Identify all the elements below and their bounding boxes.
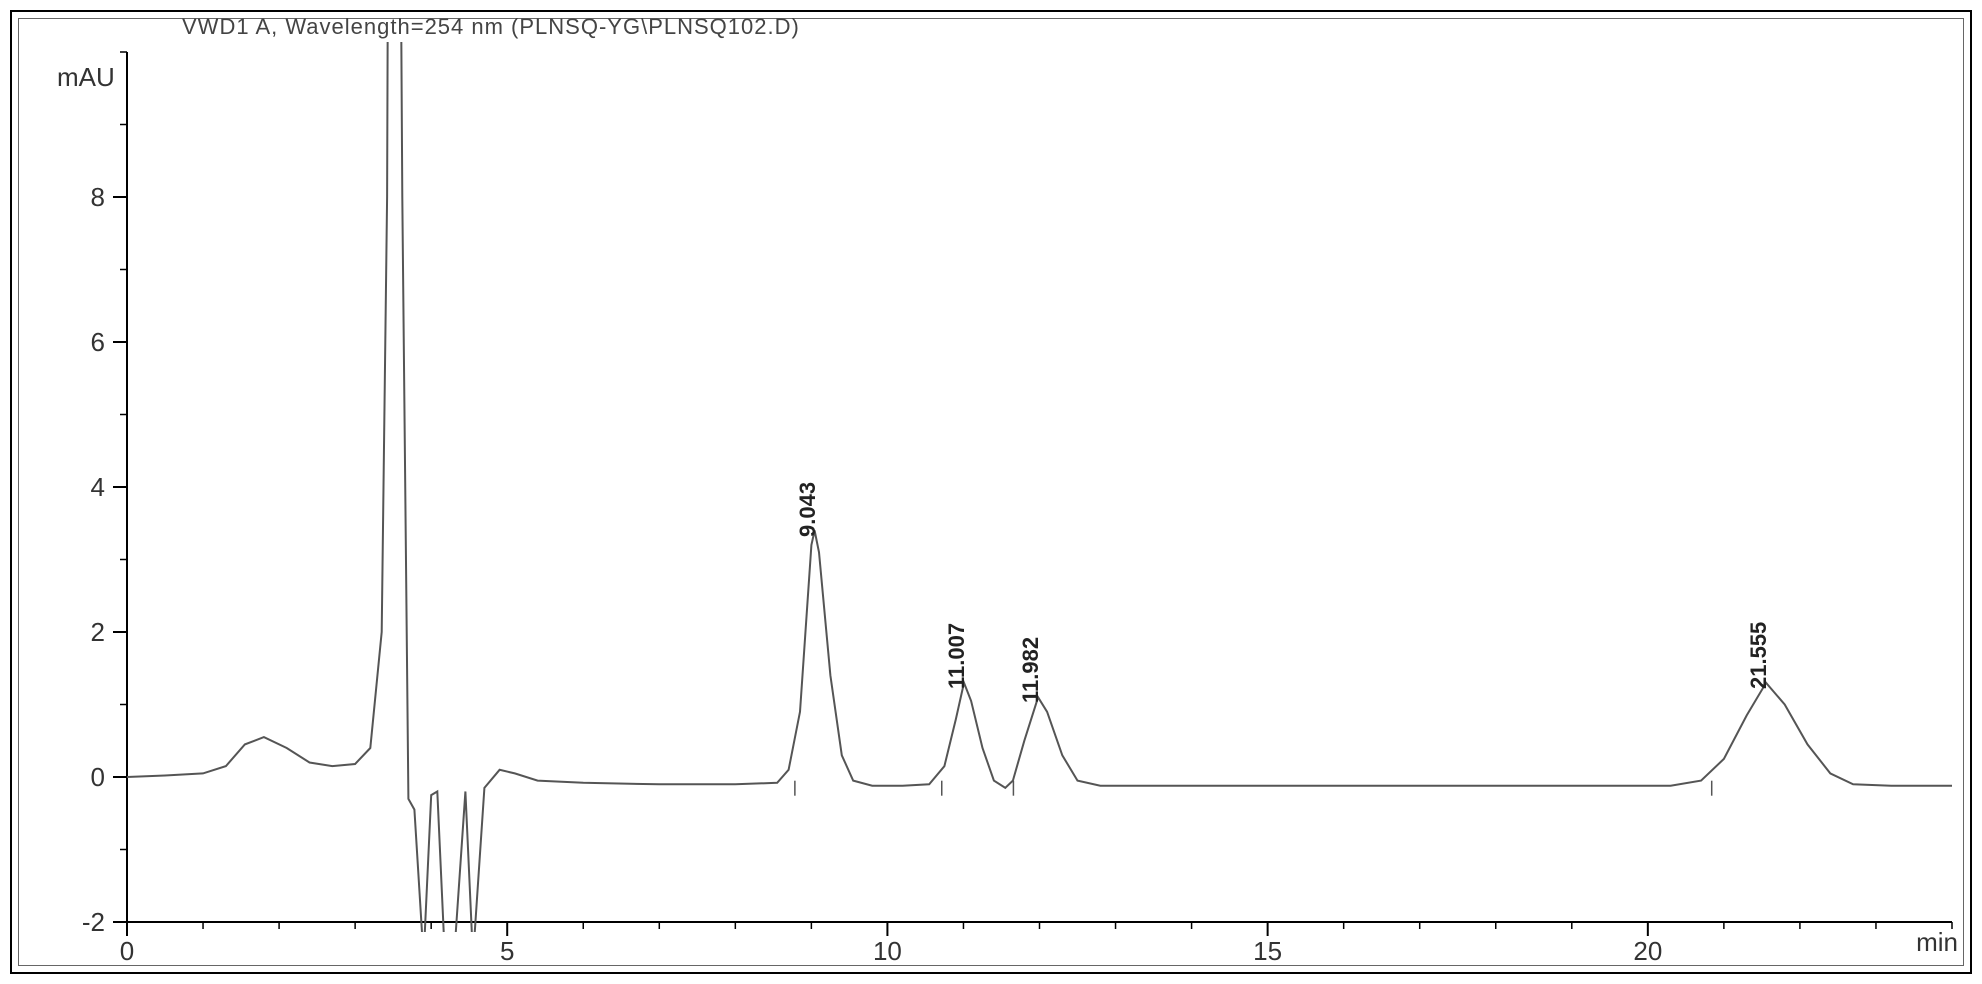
y-tick-label: -2 xyxy=(65,907,105,938)
x-tick-label: 0 xyxy=(120,936,134,967)
y-tick-label: 0 xyxy=(65,762,105,793)
x-tick-label: 15 xyxy=(1253,936,1282,967)
peak-label: 11.007 xyxy=(944,623,970,689)
x-tick-label: 10 xyxy=(873,936,902,967)
chart-outer-frame: VWD1 A, Wavelength=254 nm (PLNSQ-YG\PLNS… xyxy=(10,10,1972,974)
y-tick-label: 4 xyxy=(65,472,105,503)
peak-label: 21.555 xyxy=(1746,621,1772,688)
y-tick-label: 2 xyxy=(65,617,105,648)
x-tick-label: 5 xyxy=(500,936,514,967)
y-tick-label: 8 xyxy=(65,182,105,213)
x-tick-label: 20 xyxy=(1633,936,1662,967)
chromatogram-plot xyxy=(12,12,1970,972)
y-tick-label: 6 xyxy=(65,327,105,358)
peak-label: 11.982 xyxy=(1018,637,1044,703)
peak-label: 9.043 xyxy=(795,481,821,536)
